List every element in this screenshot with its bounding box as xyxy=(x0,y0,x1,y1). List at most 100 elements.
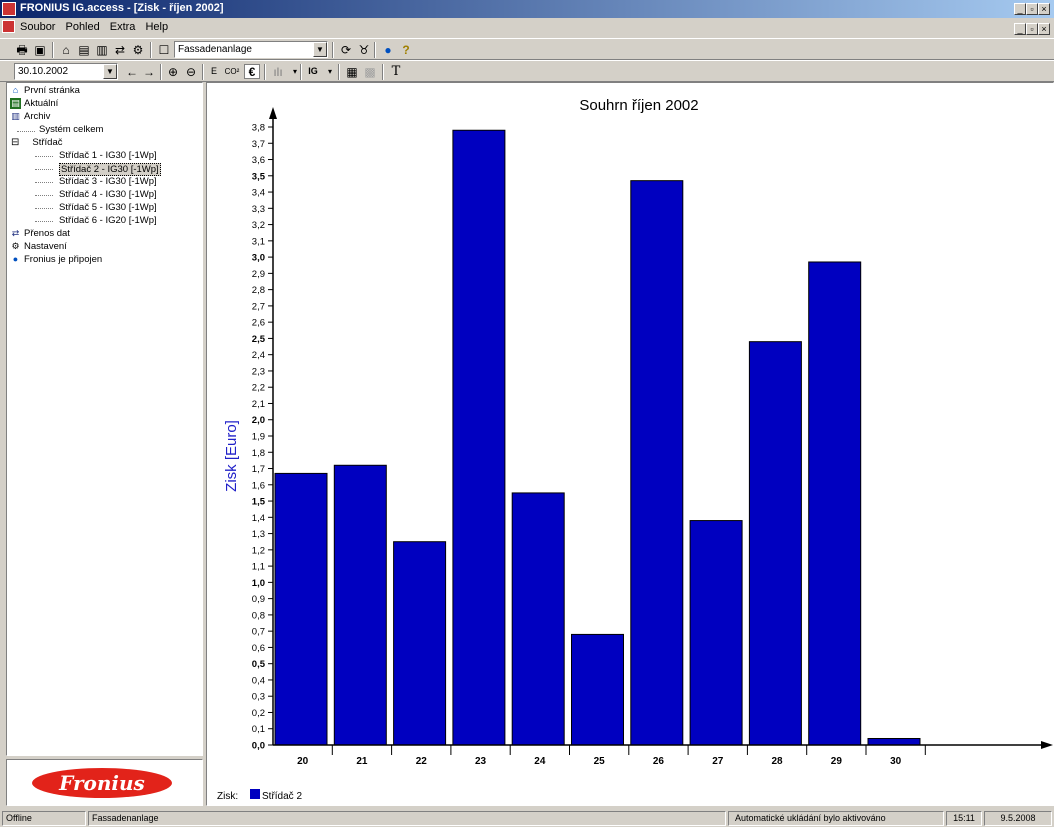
text-button[interactable]: T xyxy=(391,64,401,79)
bar xyxy=(748,341,802,746)
chevron-down-icon[interactable]: ▾ xyxy=(292,66,297,76)
y-tick-label: 0,8 xyxy=(252,610,265,621)
toolbar-separator xyxy=(300,64,302,80)
navigation-tree: ⌂ První stránka ▤ Aktuální ▥ Archiv Syst… xyxy=(6,82,203,756)
help-icon[interactable]: ? xyxy=(402,42,410,57)
restore-button[interactable]: ▫ xyxy=(1026,3,1038,15)
tree-item-inverters[interactable]: ⊟ Střídač xyxy=(11,137,63,148)
co2-button[interactable]: CO² xyxy=(224,66,240,76)
toolbar-separator xyxy=(338,64,340,80)
menu-soubor[interactable]: Soubor xyxy=(20,21,56,33)
tree-item-data-transfer[interactable]: ⇄ Přenos dat xyxy=(10,228,70,239)
view-toolbar: 30.10.2002 ▼ ← → ⊕ ⊖ E CO² € ılı ▾ IG ▾ … xyxy=(0,60,1054,82)
bar xyxy=(808,261,862,746)
tree-item-label: Fronius je připojen xyxy=(24,254,103,265)
tree-item-inverter-1[interactable]: Střídač 1 - IG30 [-1Wp] xyxy=(59,150,157,161)
current-icon: ▤ xyxy=(10,98,21,109)
status-system: Fassadenanlage xyxy=(88,811,726,826)
connect-icon[interactable]: ♉ xyxy=(358,42,370,57)
chart-panel: Souhrn říjen 2002 Zisk [Euro] 0,0 0,1 0,2 0,3… xyxy=(206,82,1054,806)
status-connection: Offline xyxy=(2,811,86,826)
energy-button[interactable]: E xyxy=(210,66,217,76)
chevron-down-icon[interactable]: ▾ xyxy=(327,66,332,76)
bar xyxy=(393,541,447,746)
tree-connector xyxy=(35,169,53,170)
ig-button[interactable]: IG xyxy=(308,66,318,76)
fronius-logo: Fronius xyxy=(32,768,172,798)
collapse-icon[interactable]: ⊟ xyxy=(11,137,20,148)
x-tick-label: 26 xyxy=(653,756,665,767)
chart-title: Souhrn říjen 2002 xyxy=(579,97,698,114)
x-tick-label: 21 xyxy=(356,756,368,767)
zoom-out-icon[interactable]: ⊖ xyxy=(185,64,197,79)
tree-item-inverter-2[interactable]: Střídač 2 - IG30 [-1Wp] xyxy=(59,163,161,176)
tree-item-settings[interactable]: ⚙ Nastavení xyxy=(10,241,67,252)
y-tick-label: 3,0 xyxy=(252,253,265,264)
title-bar: FRONIUS IG.access - [Zisk - říjen 2002] … xyxy=(0,0,1054,18)
system-select[interactable]: Fassadenanlage ▼ xyxy=(174,41,328,58)
y-tick-label: 2,6 xyxy=(252,318,265,329)
tree-item-label: Nastavení xyxy=(24,241,67,252)
euro-button[interactable]: € xyxy=(244,64,260,79)
date-select[interactable]: 30.10.2002 ▼ xyxy=(14,63,118,80)
tree-item-archive[interactable]: ▥ Archiv xyxy=(10,111,50,122)
bar xyxy=(867,737,921,746)
tree-connector xyxy=(35,195,53,196)
menu-help[interactable]: Help xyxy=(145,21,169,33)
menu-pohled[interactable]: Pohled xyxy=(65,21,100,33)
export-icon[interactable]: ▣ xyxy=(34,42,46,57)
arrow-right-icon[interactable]: → xyxy=(143,64,155,79)
chevron-down-icon[interactable]: ▼ xyxy=(313,42,327,57)
settings-icon[interactable]: ⚙ xyxy=(132,42,144,57)
tree-item-inverter-5[interactable]: Střídač 5 - IG30 [-1Wp] xyxy=(59,202,157,213)
bar xyxy=(630,180,684,746)
y-tick-label: 3,5 xyxy=(252,171,266,182)
y-tick-label: 1,9 xyxy=(252,432,265,443)
print-icon[interactable]: 🖶 xyxy=(16,42,28,57)
minimize-button[interactable]: _ xyxy=(1014,3,1026,15)
toolbar-separator xyxy=(332,42,334,58)
window-title: FRONIUS IG.access - [Zisk - říjen 2002] xyxy=(20,2,224,14)
tree-item-connection[interactable]: ● Fronius je připojen xyxy=(10,254,102,265)
y-tick-label: 1,4 xyxy=(252,513,265,524)
tree-item-system-total[interactable]: Systém celkem xyxy=(39,124,103,135)
bar xyxy=(274,472,328,746)
tree-item-inverter-6[interactable]: Střídač 6 - IG20 [-1Wp] xyxy=(59,215,157,226)
archive-icon[interactable]: ▥ xyxy=(96,42,108,57)
tree-item-label: Systém celkem xyxy=(39,124,104,135)
chevron-down-icon[interactable]: ▼ xyxy=(103,64,117,79)
arrow-left-icon[interactable]: ← xyxy=(126,64,138,79)
grid-icon[interactable]: ▩ xyxy=(364,64,376,79)
y-tick-label: 1,7 xyxy=(252,464,265,475)
y-tick-label: 2,7 xyxy=(252,301,265,312)
current-icon[interactable]: ▤ xyxy=(78,42,90,57)
close-button[interactable]: × xyxy=(1038,3,1050,15)
tree-item-inverter-4[interactable]: Střídač 4 - IG30 [-1Wp] xyxy=(59,189,157,200)
properties-icon[interactable]: ☐ xyxy=(158,42,170,57)
transfer-icon[interactable]: ⇄ xyxy=(114,42,126,57)
refresh-icon[interactable]: ⟳ xyxy=(340,42,352,57)
bar-chart-icon[interactable]: ılı xyxy=(273,64,283,79)
home-icon[interactable]: ⌂ xyxy=(62,42,70,57)
logo-panel: Fronius xyxy=(6,759,203,806)
tree-item-current[interactable]: ▤ Aktuální xyxy=(10,98,58,109)
system-select-value: Fassadenanlage xyxy=(178,44,252,55)
doc-close-button[interactable]: × xyxy=(1038,23,1050,35)
x-tick-label: 29 xyxy=(831,756,843,767)
status-bar: Offline Fassadenanlage Automatické uklád… xyxy=(0,809,1054,827)
document-icon[interactable] xyxy=(2,20,15,33)
doc-minimize-button[interactable]: _ xyxy=(1014,23,1026,35)
tree-item-label: Střídač 4 - IG30 [-1Wp] xyxy=(59,189,157,200)
y-tick-label: 0,3 xyxy=(252,692,265,703)
menu-extra[interactable]: Extra xyxy=(109,21,136,33)
x-tick-label: 30 xyxy=(890,756,902,767)
globe-icon[interactable]: ● xyxy=(384,42,392,57)
tree-item-inverter-3[interactable]: Střídač 3 - IG30 [-1Wp] xyxy=(59,176,157,187)
tree-connector xyxy=(35,221,53,222)
tree-item-home[interactable]: ⌂ První stránka xyxy=(10,85,80,96)
y-tick-label: 1,5 xyxy=(252,497,266,508)
y-tick-label: 2,3 xyxy=(252,366,265,377)
zoom-in-icon[interactable]: ⊕ xyxy=(167,64,179,79)
doc-restore-button[interactable]: ▫ xyxy=(1026,23,1038,35)
table-icon[interactable]: ▦ xyxy=(346,64,358,79)
